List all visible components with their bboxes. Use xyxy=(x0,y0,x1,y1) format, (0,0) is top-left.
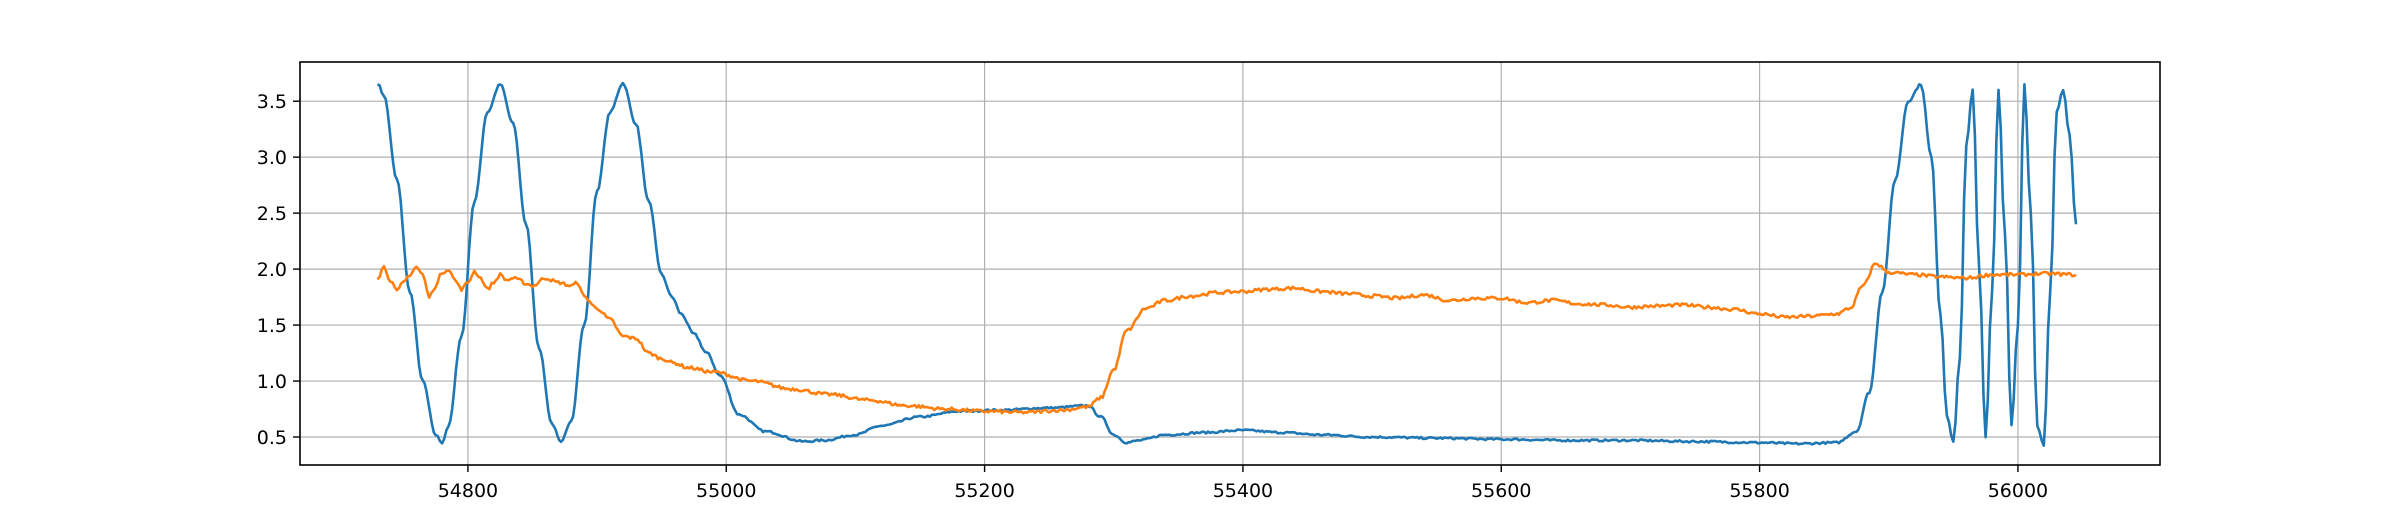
y-tick-label: 2.5 xyxy=(257,203,287,225)
axes xyxy=(293,61,2161,472)
tick-labels: 54800 55000 55200 55400 55600 55800 56000 0.5 1.… xyxy=(257,91,2048,502)
x-tick-label: 56000 xyxy=(1988,480,2048,502)
y-tick-label: 3.5 xyxy=(257,91,287,113)
x-tick-label: 54800 xyxy=(438,480,498,502)
plot-frame xyxy=(299,61,2161,466)
x-tick-label: 55800 xyxy=(1729,480,1789,502)
x-tick-label: 55400 xyxy=(1213,480,1273,502)
y-tick-label: 1.5 xyxy=(257,315,287,337)
x-tick-label: 55000 xyxy=(696,480,756,502)
series-layer xyxy=(376,81,2078,448)
series-line-2 xyxy=(376,262,2077,415)
x-tick-label: 55600 xyxy=(1471,480,1531,502)
series-line-1 xyxy=(376,81,2078,448)
y-tick-label: 2.0 xyxy=(257,259,287,281)
x-tick-label: 55200 xyxy=(954,480,1014,502)
y-tick-label: 0.5 xyxy=(257,427,287,449)
y-tick-label: 3.0 xyxy=(257,147,287,169)
y-tick-label: 1.0 xyxy=(257,371,287,393)
grid-lines xyxy=(300,62,2160,465)
